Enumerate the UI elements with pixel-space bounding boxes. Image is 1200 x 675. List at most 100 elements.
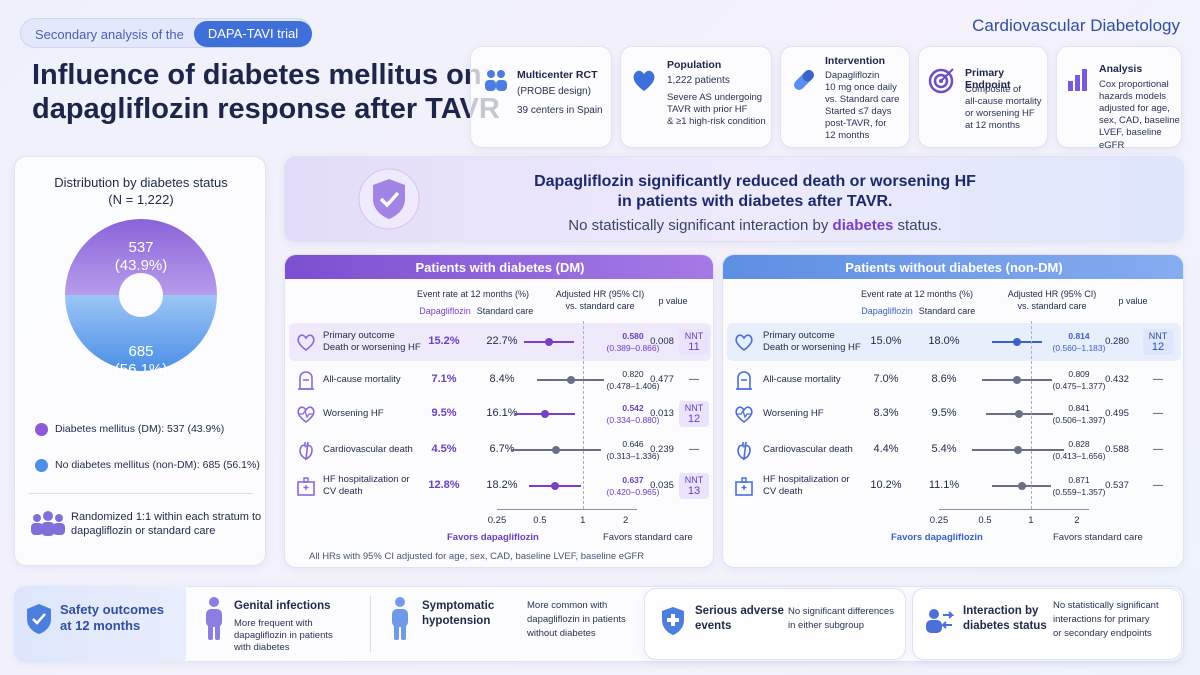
bar-chart-icon bbox=[1063, 65, 1093, 95]
safety-desc: with diabetes bbox=[234, 642, 290, 653]
row-label-2: CV death bbox=[323, 486, 363, 497]
safety-desc: No significant differences bbox=[788, 606, 894, 617]
std-header: Standard care bbox=[918, 306, 976, 316]
p-value: 0.008 bbox=[650, 336, 674, 347]
card-line: 39 centers in Spain bbox=[517, 105, 603, 116]
hr-value: 0.828 bbox=[1068, 439, 1090, 449]
p-value: 0.432 bbox=[1105, 374, 1129, 385]
safety-desc: dapagliflozin in patients bbox=[234, 630, 333, 641]
banner-line3-highlight: diabetes bbox=[832, 217, 894, 234]
std-rate: 18.2% bbox=[486, 479, 518, 491]
x-tick-label: 0.25 bbox=[487, 515, 507, 526]
std-rate: 11.1% bbox=[928, 479, 960, 491]
dapa-header: Dapagliflozin bbox=[861, 306, 913, 316]
hr-point bbox=[1017, 482, 1026, 490]
nnt-badge: — bbox=[1153, 374, 1163, 385]
card-line: LVEF, baseline eGFR bbox=[1099, 127, 1162, 151]
nondm-left-label: Favors dapagliflozin bbox=[891, 532, 983, 543]
nnt-badge: NNT 12 bbox=[1143, 329, 1173, 355]
safety-title-2: at 12 months bbox=[60, 618, 141, 633]
card-line: sex, CAD, baseline bbox=[1099, 115, 1180, 126]
nondm-pct: (56.1%) bbox=[114, 361, 168, 378]
dapa-rate: 10.2% bbox=[870, 479, 902, 491]
std-rate: 18.0% bbox=[928, 335, 960, 347]
x-tick-label: 2 bbox=[623, 515, 629, 526]
nnt-badge: — bbox=[1153, 408, 1163, 419]
hr-point bbox=[1014, 446, 1023, 454]
ci-value: (0.559–1.357) bbox=[1052, 487, 1106, 497]
hr-point bbox=[1013, 338, 1022, 346]
nnt-badge: NNT 12 bbox=[679, 401, 709, 427]
hr-point bbox=[550, 482, 559, 490]
ci-value: (0.478–1.406) bbox=[606, 381, 660, 391]
card-title: Population bbox=[667, 59, 722, 71]
reference-line bbox=[1030, 321, 1032, 509]
hr-value: 0.820 bbox=[622, 369, 644, 379]
nnt-badge: — bbox=[689, 444, 699, 455]
donut-slice-dm bbox=[65, 219, 217, 295]
dapa-rate: 7.0% bbox=[873, 373, 899, 385]
heartbeat-icon bbox=[295, 403, 317, 425]
dm-panel-title: Patients with diabetes (DM) bbox=[415, 260, 585, 275]
safety-desc: interactions for primary bbox=[1053, 614, 1150, 625]
journal-name: Cardiovascular Diabetology bbox=[972, 16, 1180, 35]
row-label-2: Death or worsening HF bbox=[763, 342, 861, 353]
std-rate: 8.4% bbox=[489, 373, 515, 385]
dm-panel-header bbox=[285, 255, 713, 279]
safety-desc: More frequent with bbox=[234, 618, 313, 629]
safety-desc: or secondary endpoints bbox=[1053, 628, 1152, 639]
ci-value: (0.420–0.965) bbox=[606, 487, 660, 497]
nnt-badge: — bbox=[689, 374, 699, 385]
reference-line bbox=[582, 321, 584, 509]
card-line: 12 months bbox=[825, 130, 870, 141]
card-line: or worsening HF bbox=[965, 108, 1035, 119]
row-label: HF hospitalization or bbox=[323, 474, 410, 485]
tombstone-icon bbox=[733, 369, 755, 391]
legend-dm: Diabetes mellitus (DM): 537 (43.9%) bbox=[55, 423, 225, 435]
dapa-rate: 15.2% bbox=[428, 335, 460, 347]
ci-value: (0.389–0.866) bbox=[606, 343, 660, 353]
card-line: Started ≤7 days bbox=[825, 106, 892, 117]
info-card-endpoint: Primary Endpoint Composite of all-cause … bbox=[918, 46, 1048, 148]
dm-pct: (43.9%) bbox=[114, 257, 168, 274]
safety-item-title-2: events bbox=[695, 620, 732, 632]
safety-item-title: Symptomatic bbox=[422, 600, 495, 612]
banner-line3-post: status. bbox=[893, 217, 942, 234]
row-label: HF hospitalization or bbox=[763, 474, 850, 485]
heart-icon bbox=[629, 65, 659, 95]
banner-line2: in patients with diabetes after TAVR. bbox=[617, 193, 893, 210]
card-line: adjusted for age, bbox=[1099, 103, 1170, 114]
std-rate: 22.7% bbox=[486, 335, 518, 347]
nondm-panel-header bbox=[723, 255, 1183, 279]
dm-footnote: All HRs with 95% CI adjusted for age, se… bbox=[309, 551, 645, 562]
distribution-title-1: Distribution by diabetes status bbox=[54, 175, 228, 190]
row-label-2: Death or worsening HF bbox=[323, 342, 421, 353]
safety-item-sae: Serious adverse events No significant di… bbox=[644, 588, 906, 660]
card-title: Primary Endpoint bbox=[965, 67, 1011, 91]
legend-dm-dot bbox=[35, 423, 48, 436]
hr-header-2: vs. standard care bbox=[565, 301, 635, 311]
safety-title-block: Safety outcomes at 12 months bbox=[14, 586, 186, 662]
divider bbox=[29, 493, 253, 494]
card-line: Severe AS undergoing bbox=[667, 92, 763, 103]
ci-value: (0.475–1.377) bbox=[1052, 381, 1106, 391]
std-rate: 9.5% bbox=[931, 407, 957, 419]
std-rate: 8.6% bbox=[931, 373, 957, 385]
p-value: 0.495 bbox=[1105, 408, 1129, 419]
std-header: Standard care bbox=[476, 306, 534, 316]
card-line: hazards models bbox=[1099, 91, 1167, 102]
key-finding-banner: Dapagliflozin significantly reduced deat… bbox=[284, 156, 1184, 242]
safety-item-title: Interaction by bbox=[963, 605, 1039, 617]
std-rate: 5.4% bbox=[931, 443, 957, 455]
row-label: All-cause mortality bbox=[323, 374, 401, 385]
dapa-rate: 15.0% bbox=[870, 335, 902, 347]
p-value: 0.588 bbox=[1105, 444, 1129, 455]
dapa-header: Dapagliflozin bbox=[419, 306, 471, 316]
nnt-badge: NNT 13 bbox=[679, 473, 709, 499]
ci-value: (0.313–1.336) bbox=[606, 451, 660, 461]
hr-point bbox=[545, 338, 554, 346]
card-line: at 12 months bbox=[965, 120, 1020, 131]
hr-value: 0.542 bbox=[622, 403, 644, 413]
safety-item-title: Serious adverse bbox=[695, 605, 784, 617]
safety-desc: in either subgroup bbox=[788, 620, 865, 631]
